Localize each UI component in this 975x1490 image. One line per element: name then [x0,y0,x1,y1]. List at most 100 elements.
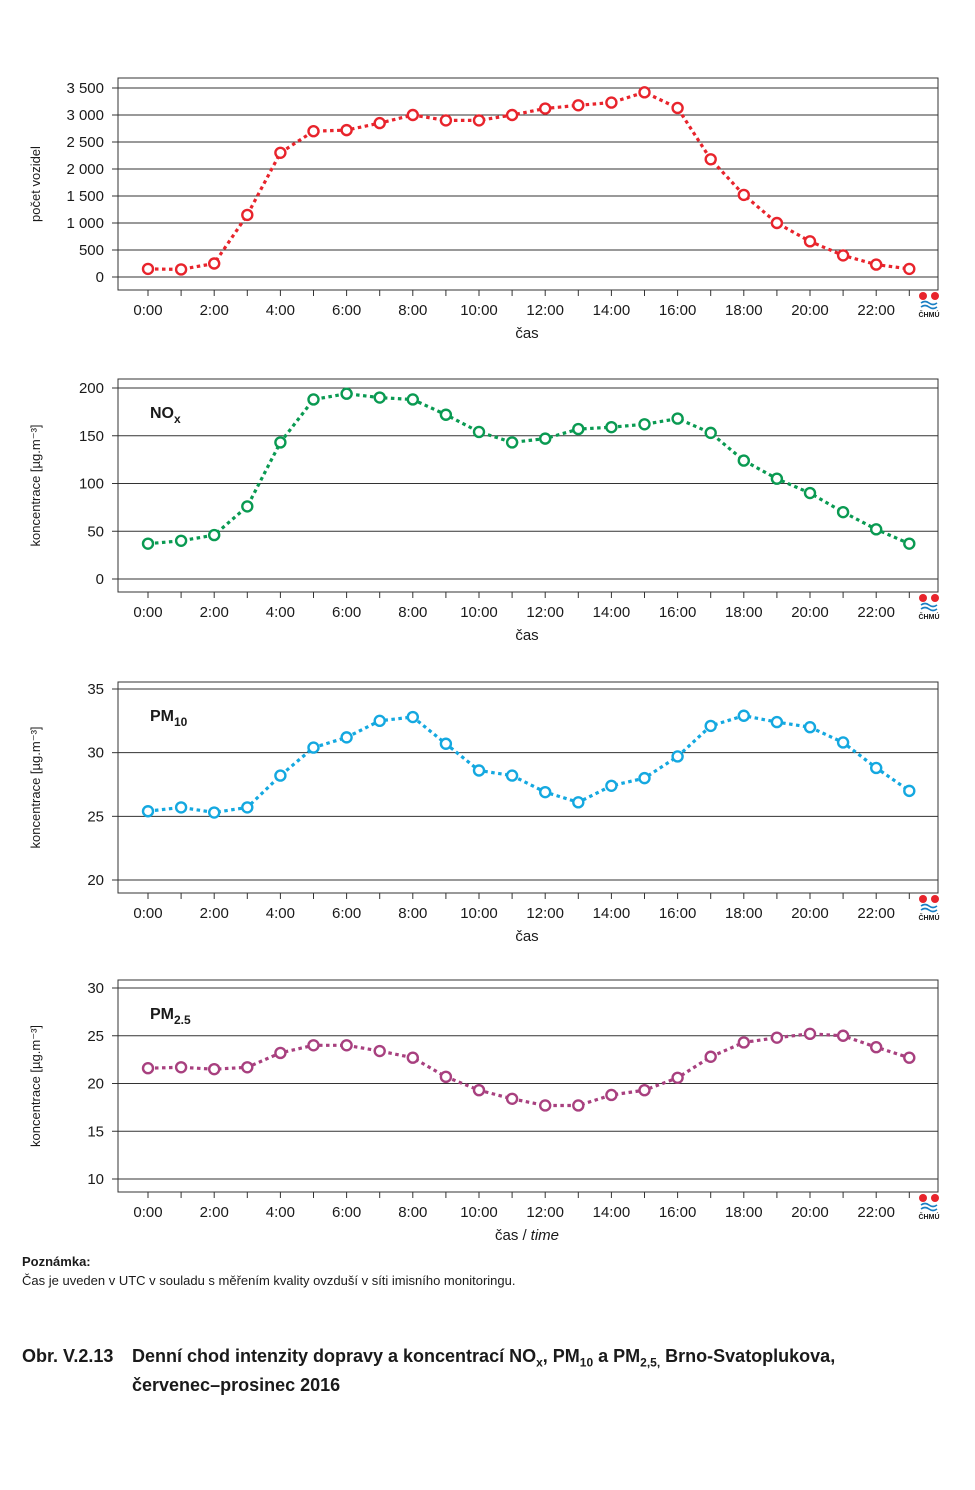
y-tick-label: 0 [96,571,104,588]
y-tick-label: 200 [79,380,104,397]
x-tick-label: 6:00 [332,604,361,621]
x-tick-label: 20:00 [791,302,829,319]
svg-text:ČHMÚ: ČHMÚ [919,612,940,621]
x-tick-label: 12:00 [526,302,564,319]
chmu-logo-icon: ČHMÚ [919,895,940,922]
note-title: Poznámka: [22,1254,91,1269]
data-point [671,101,684,115]
x-tick-label: 12:00 [526,1204,564,1221]
data-point [174,801,188,814]
data-point [737,1036,750,1049]
caption-number: Obr. V.2.13 [22,1346,114,1366]
data-point [174,1061,188,1074]
data-point [836,505,850,519]
y-tick-label: 20 [87,1076,104,1093]
x-tick-label: 18:00 [725,302,763,319]
y-tick-label: 2 000 [66,161,104,178]
x-tick-label: 16:00 [659,302,697,319]
series-line [147,90,910,271]
x-tick-label: 8:00 [398,302,427,319]
data-point [638,771,651,785]
y-axis-title: počet vozidel [28,146,43,222]
data-point [141,805,155,818]
data-point [373,714,386,728]
x-tick-label: 22:00 [857,604,895,621]
data-point [836,736,850,749]
data-point [638,418,651,431]
x-tick-label: 20:00 [791,905,829,922]
series-line [147,714,911,815]
x-tick-label: 18:00 [725,604,763,621]
data-point [737,188,750,202]
data-point [307,124,320,138]
data-point [803,486,817,500]
y-tick-label: 100 [79,476,104,493]
series-line [147,1032,910,1108]
data-point [638,1083,651,1097]
x-tick-label: 8:00 [398,1204,427,1221]
data-point [870,258,883,271]
caption-sub-10: 10 [579,1355,594,1370]
y-tick-label: 0 [96,269,104,286]
caption-line1-c: a PM [593,1346,641,1366]
data-point [439,737,453,750]
data-point [141,262,155,276]
x-tick-label: 8:00 [398,604,427,621]
data-point [505,1092,519,1105]
x-tick-label: 8:00 [398,905,427,922]
data-point [903,1051,916,1064]
data-point [241,500,254,513]
plot-frame [117,77,939,291]
x-tick-label: 6:00 [332,302,361,319]
y-tick-label: 10 [87,1171,104,1188]
caption-line1-d: Brno-Svatoplukova, [660,1346,836,1366]
y-tick-label: 30 [87,980,104,997]
y-tick-label: 25 [87,808,104,825]
data-point [307,741,320,754]
plot-frame [117,378,939,593]
x-tick-label: 14:00 [593,1204,631,1221]
data-point [472,1083,486,1097]
data-point [870,523,883,536]
data-point [207,1062,221,1076]
data-point [870,1041,883,1054]
y-tick-label: 1 000 [66,215,104,232]
data-point [406,393,419,406]
series-line [147,392,910,546]
data-point [539,1099,552,1112]
x-tick-label: 10:00 [460,1204,498,1221]
data-point [505,436,519,449]
svg-text:ČHMÚ: ČHMÚ [919,913,940,922]
data-point [737,454,750,467]
data-point [241,1061,254,1074]
x-axis-title: čas / time [495,1227,559,1244]
x-tick-label: 4:00 [266,604,295,621]
data-point [704,1050,717,1063]
x-tick-label: 22:00 [857,1204,895,1221]
y-tick-label: 50 [87,523,104,540]
x-tick-label: 14:00 [593,302,631,319]
y-axis-title: koncentrace [µg.m⁻³] [28,1025,43,1147]
caption-line1-a: Denní chod intenzity dopravy a koncentra… [132,1346,537,1366]
data-point [207,806,221,819]
x-tick-label: 0:00 [133,905,162,922]
data-point [903,784,916,798]
data-point [274,769,287,782]
data-point [406,710,419,724]
data-point [737,709,750,722]
x-tick-label: 18:00 [725,1204,763,1221]
data-point [803,1027,817,1041]
caption-sub-x: x [536,1355,543,1370]
x-tick-label: 4:00 [266,905,295,922]
data-point [141,1062,155,1075]
x-tick-label: 12:00 [526,905,564,922]
x-tick-label: 14:00 [593,905,631,922]
data-point [340,387,353,400]
data-point [704,426,717,440]
data-point [174,534,188,547]
data-point [605,420,618,434]
y-tick-label: 2 500 [66,134,104,151]
data-point [505,769,519,782]
data-point [605,1088,618,1102]
